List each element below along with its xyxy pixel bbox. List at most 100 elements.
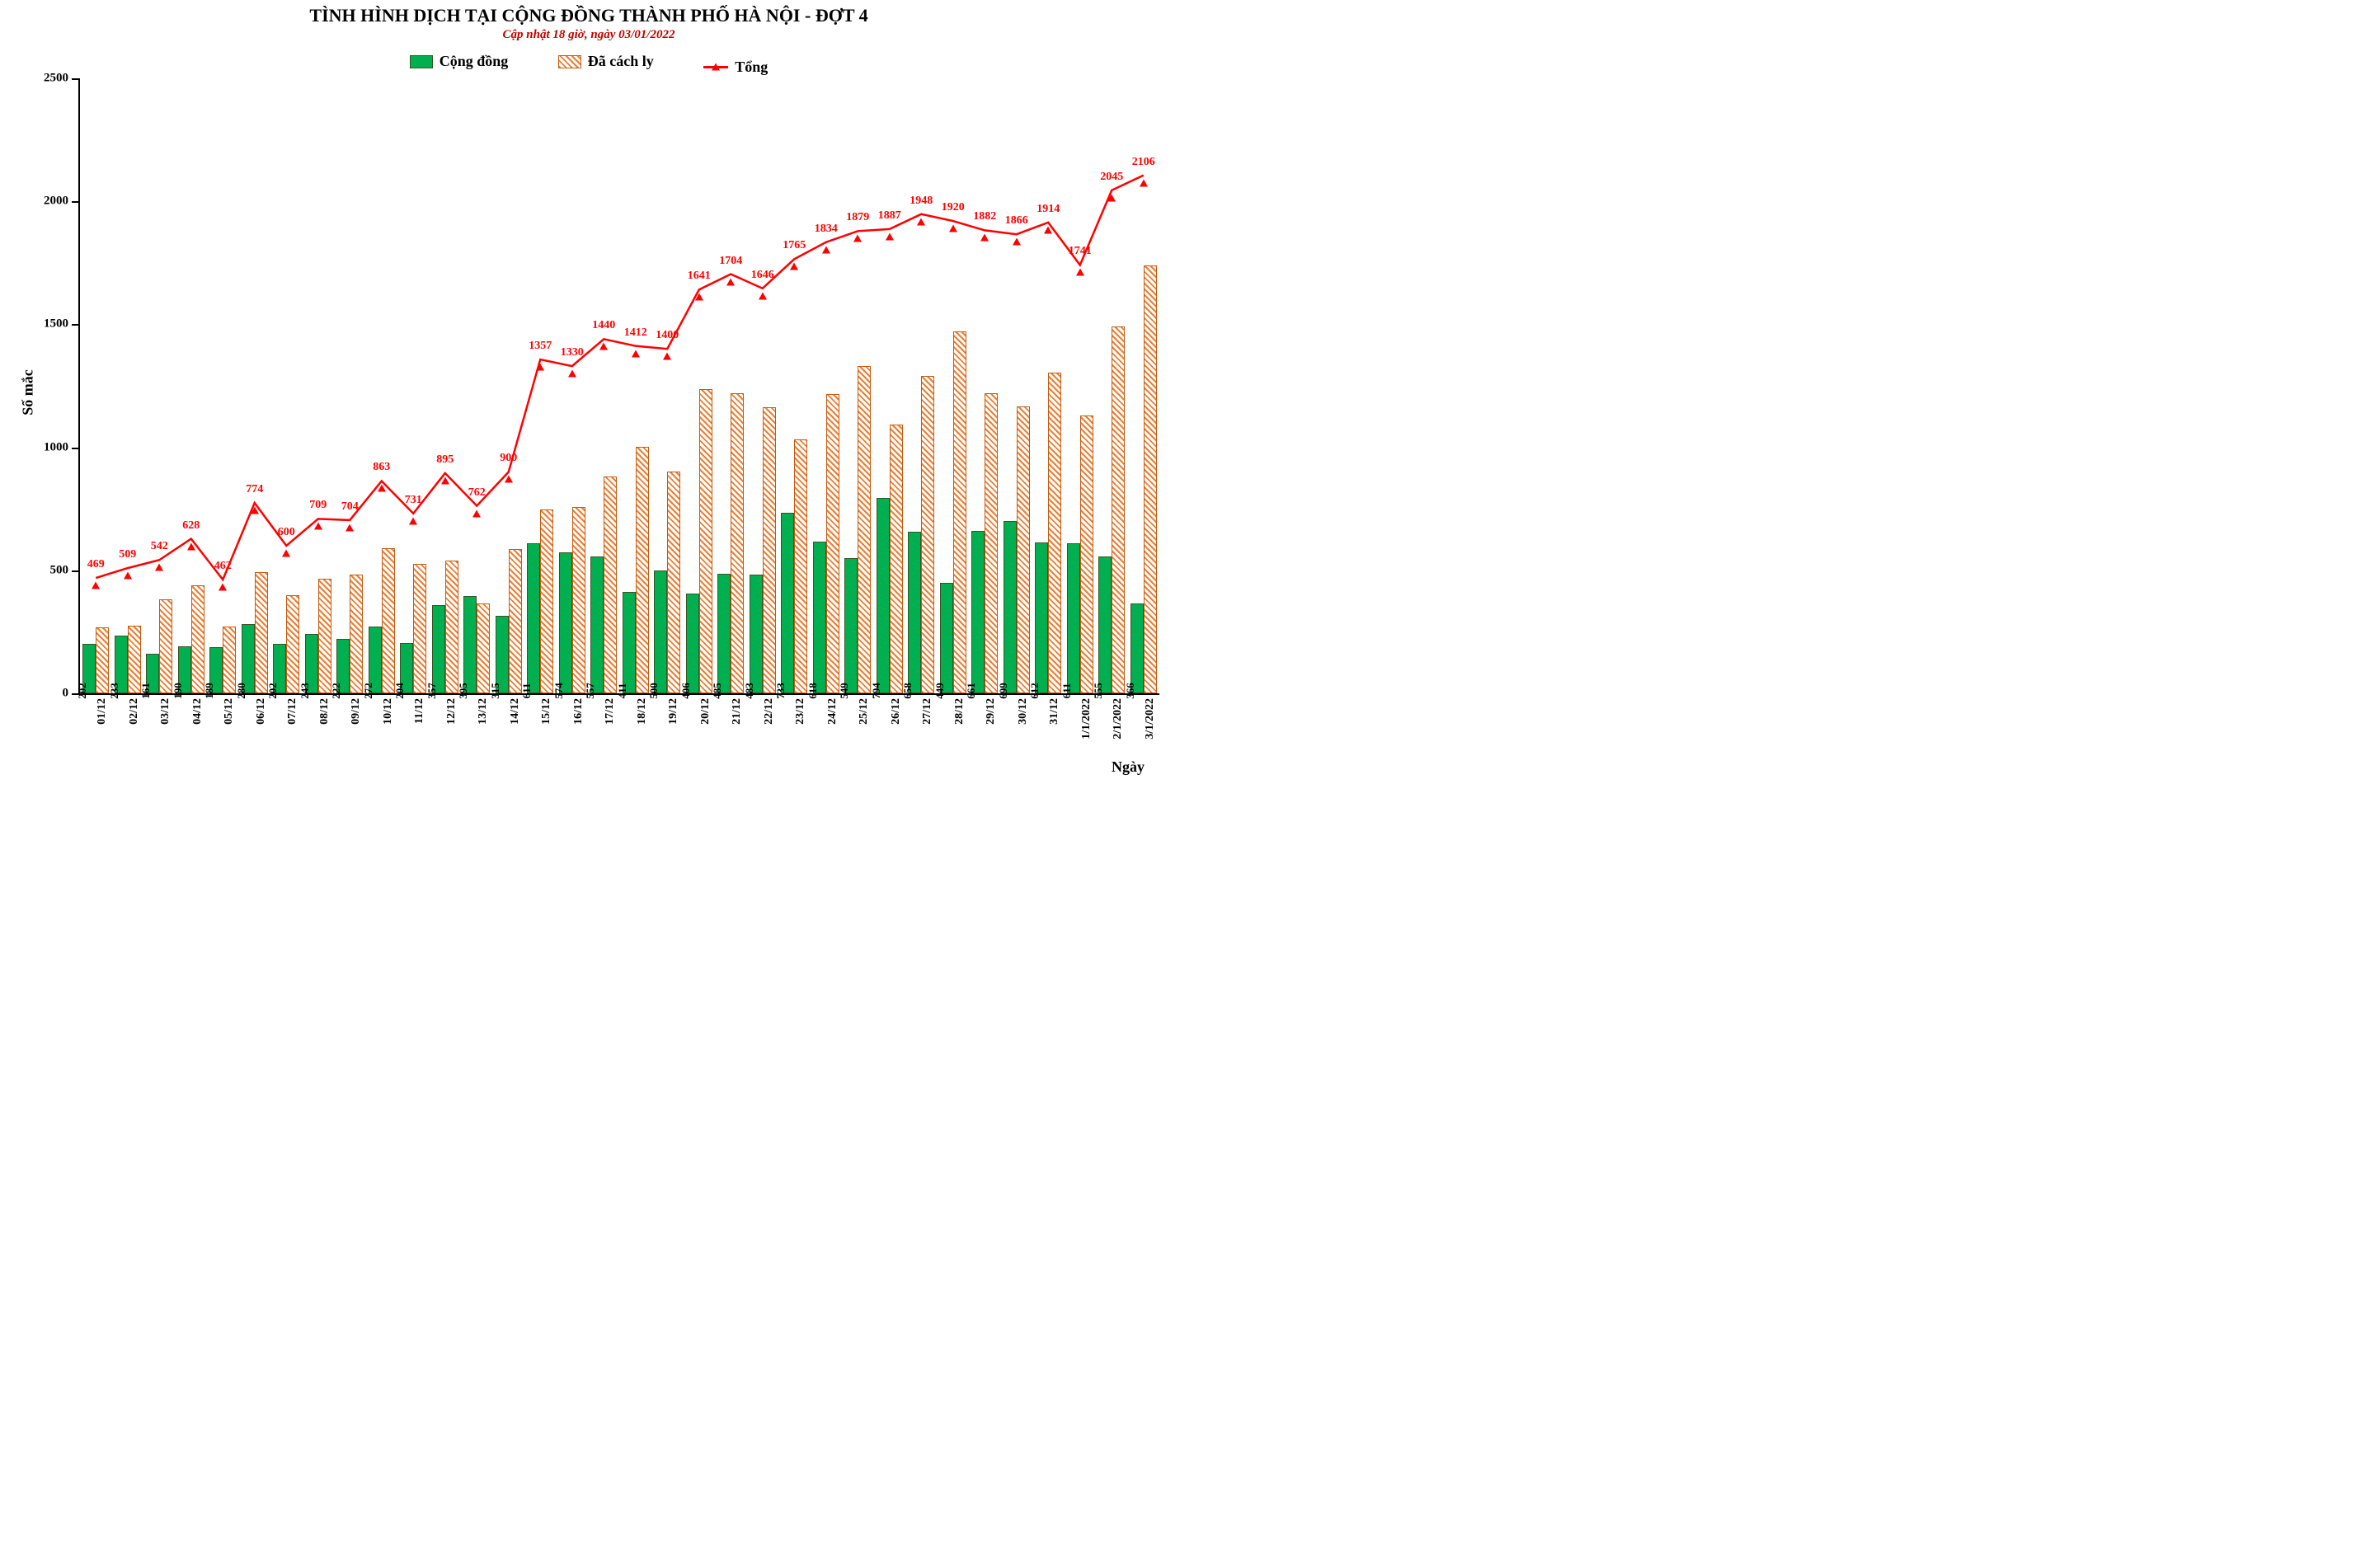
bar-value-community: 500 <box>647 676 660 706</box>
x-tick-label: 13/12 <box>477 693 490 725</box>
bar-isolated <box>953 331 966 693</box>
bar-value-community: 357 <box>425 676 439 706</box>
bar-isolated <box>921 376 934 693</box>
bar-community <box>590 556 604 693</box>
line-value-total: 1641 <box>688 270 711 283</box>
line-marker-total <box>632 350 640 357</box>
bar-community <box>908 532 921 693</box>
bar-community <box>527 543 540 693</box>
x-tick-label: 03/12 <box>159 693 172 725</box>
line-value-total: 863 <box>373 461 390 474</box>
line-value-total: 600 <box>278 526 295 539</box>
y-axis-label: Số mắc <box>19 369 36 415</box>
bar-value-community: 555 <box>1092 676 1105 706</box>
x-tick-label: 01/12 <box>96 693 109 725</box>
chart-subtitle: Cập nhật 18 giờ, ngày 03/01/2022 <box>0 28 1178 42</box>
bar-community <box>1098 556 1112 693</box>
line-marker-total <box>124 572 132 580</box>
bar-isolated <box>223 627 236 693</box>
line-value-total: 1741 <box>1069 245 1092 258</box>
legend-label-community: Cộng đồng <box>440 53 509 70</box>
bar-community <box>559 552 572 693</box>
line-marker-total <box>790 263 798 270</box>
legend-swatch-community <box>410 55 433 68</box>
line-marker-total <box>187 542 195 550</box>
line-value-total: 1357 <box>529 340 552 353</box>
legend-swatch-isolated <box>558 55 581 68</box>
bar-value-community: 189 <box>203 676 216 706</box>
bar-community <box>813 542 826 693</box>
bar-isolated <box>604 477 617 693</box>
line-marker-total <box>980 234 989 242</box>
line-marker-total <box>886 232 894 240</box>
bar-value-community: 733 <box>774 676 787 706</box>
x-tick-label: 21/12 <box>731 693 744 725</box>
line-value-total: 1765 <box>783 239 806 252</box>
bar-community <box>1004 521 1017 693</box>
bar-value-community: 233 <box>108 676 121 706</box>
chart-title: TÌNH HÌNH DỊCH TẠI CỘNG ĐỒNG THÀNH PHỐ H… <box>0 5 1178 26</box>
line-marker-total <box>759 292 767 299</box>
legend-swatch-total <box>703 66 728 68</box>
line-value-total: 2106 <box>1132 156 1155 169</box>
bar-value-community: 611 <box>520 676 534 706</box>
line-value-total: 462 <box>214 560 232 573</box>
plot-area: 0500100015002000250020201/1246923302/125… <box>78 78 1159 695</box>
bar-isolated <box>1144 265 1157 693</box>
bar-isolated <box>540 509 553 693</box>
chart-container: TÌNH HÌNH DỊCH TẠI CỘNG ĐỒNG THÀNH PHỐ H… <box>0 0 1178 784</box>
line-marker-total <box>505 476 513 483</box>
bar-isolated <box>667 472 680 693</box>
bar-isolated <box>1017 406 1030 693</box>
line-marker-total <box>409 517 417 524</box>
line-value-total: 774 <box>246 483 263 496</box>
line-marker-total <box>378 485 386 492</box>
bar-community <box>877 498 890 693</box>
bar-community <box>781 513 794 693</box>
legend-item-community: Cộng đồng <box>410 53 509 70</box>
line-marker-total <box>695 293 703 301</box>
line-value-total: 1704 <box>719 255 742 268</box>
line-marker-total <box>251 507 259 514</box>
legend-item-total: Tổng <box>703 59 768 76</box>
bar-isolated <box>413 564 426 693</box>
line-marker-total <box>1076 269 1084 276</box>
bar-isolated <box>636 447 649 693</box>
bar-isolated <box>731 393 744 693</box>
bar-isolated <box>255 572 268 693</box>
line-marker-total <box>314 523 322 530</box>
bar-value-community: 406 <box>679 676 693 706</box>
line-value-total: 1400 <box>656 329 679 342</box>
line-value-total: 895 <box>436 453 454 467</box>
x-tick-label: 27/12 <box>921 693 934 725</box>
line-marker-total <box>219 584 227 591</box>
x-tick-label: 25/12 <box>858 693 871 725</box>
legend-item-isolated: Đã cách ly <box>558 53 654 70</box>
legend-label-isolated: Đã cách ly <box>588 53 654 70</box>
bar-isolated <box>572 507 585 693</box>
line-marker-total <box>1107 194 1116 201</box>
line-marker-total <box>726 278 735 285</box>
line-value-total: 1330 <box>561 346 584 359</box>
bar-value-community: 272 <box>362 676 375 706</box>
bar-value-community: 611 <box>1060 676 1074 706</box>
bar-isolated <box>763 407 776 693</box>
bar-isolated <box>350 575 363 693</box>
bar-value-community: 395 <box>457 676 470 706</box>
line-value-total: 900 <box>500 452 517 465</box>
line-value-total: 704 <box>341 500 359 514</box>
bar-isolated <box>96 627 109 693</box>
line-marker-total <box>1013 238 1021 246</box>
bar-value-community: 699 <box>997 676 1010 706</box>
bar-value-community: 618 <box>806 676 820 706</box>
bar-isolated <box>826 394 839 693</box>
line-value-total: 1914 <box>1036 203 1060 216</box>
bar-value-community: 161 <box>139 676 153 706</box>
bar-value-community: 612 <box>1028 676 1041 706</box>
line-value-total: 731 <box>405 494 422 507</box>
bar-isolated <box>1080 415 1093 693</box>
line-value-total: 542 <box>151 540 168 553</box>
bar-community <box>1035 542 1048 693</box>
line-value-total: 1440 <box>592 319 615 332</box>
line-value-total: 1887 <box>878 209 901 223</box>
